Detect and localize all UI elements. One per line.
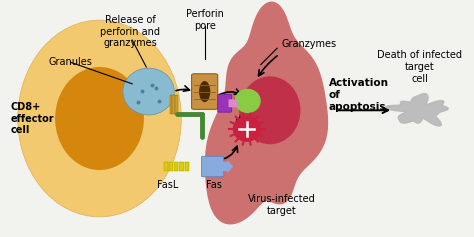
Text: CD8+
effector
cell: CD8+ effector cell bbox=[11, 102, 55, 135]
Text: Death of infected
target
cell: Death of infected target cell bbox=[377, 50, 462, 84]
Ellipse shape bbox=[199, 81, 210, 102]
Text: Granzymes: Granzymes bbox=[282, 39, 337, 49]
Bar bbox=[174, 162, 179, 171]
FancyBboxPatch shape bbox=[191, 74, 218, 109]
Ellipse shape bbox=[235, 89, 261, 113]
FancyArrow shape bbox=[221, 160, 233, 173]
Text: Virus-infected
target: Virus-infected target bbox=[248, 194, 316, 216]
Ellipse shape bbox=[240, 76, 301, 144]
Text: Fas: Fas bbox=[206, 180, 222, 190]
Ellipse shape bbox=[123, 68, 174, 115]
Ellipse shape bbox=[233, 116, 261, 142]
Bar bbox=[164, 162, 168, 171]
Ellipse shape bbox=[55, 67, 144, 170]
Bar bbox=[180, 162, 183, 171]
Bar bbox=[169, 162, 173, 171]
Text: Release of
perforin and
granzymes: Release of perforin and granzymes bbox=[100, 15, 160, 48]
Bar bbox=[173, 95, 175, 114]
Text: Granules: Granules bbox=[48, 57, 92, 67]
Polygon shape bbox=[385, 94, 448, 126]
Bar bbox=[170, 95, 172, 114]
Text: Activation
of
apoptosis: Activation of apoptosis bbox=[328, 78, 389, 112]
FancyBboxPatch shape bbox=[218, 94, 232, 112]
Text: Perforin
pore: Perforin pore bbox=[186, 9, 224, 31]
Bar bbox=[184, 162, 189, 171]
FancyBboxPatch shape bbox=[228, 99, 237, 107]
FancyBboxPatch shape bbox=[201, 156, 224, 177]
Polygon shape bbox=[205, 2, 328, 224]
Text: FasL: FasL bbox=[156, 180, 178, 190]
Bar bbox=[175, 95, 178, 114]
Ellipse shape bbox=[18, 20, 181, 217]
